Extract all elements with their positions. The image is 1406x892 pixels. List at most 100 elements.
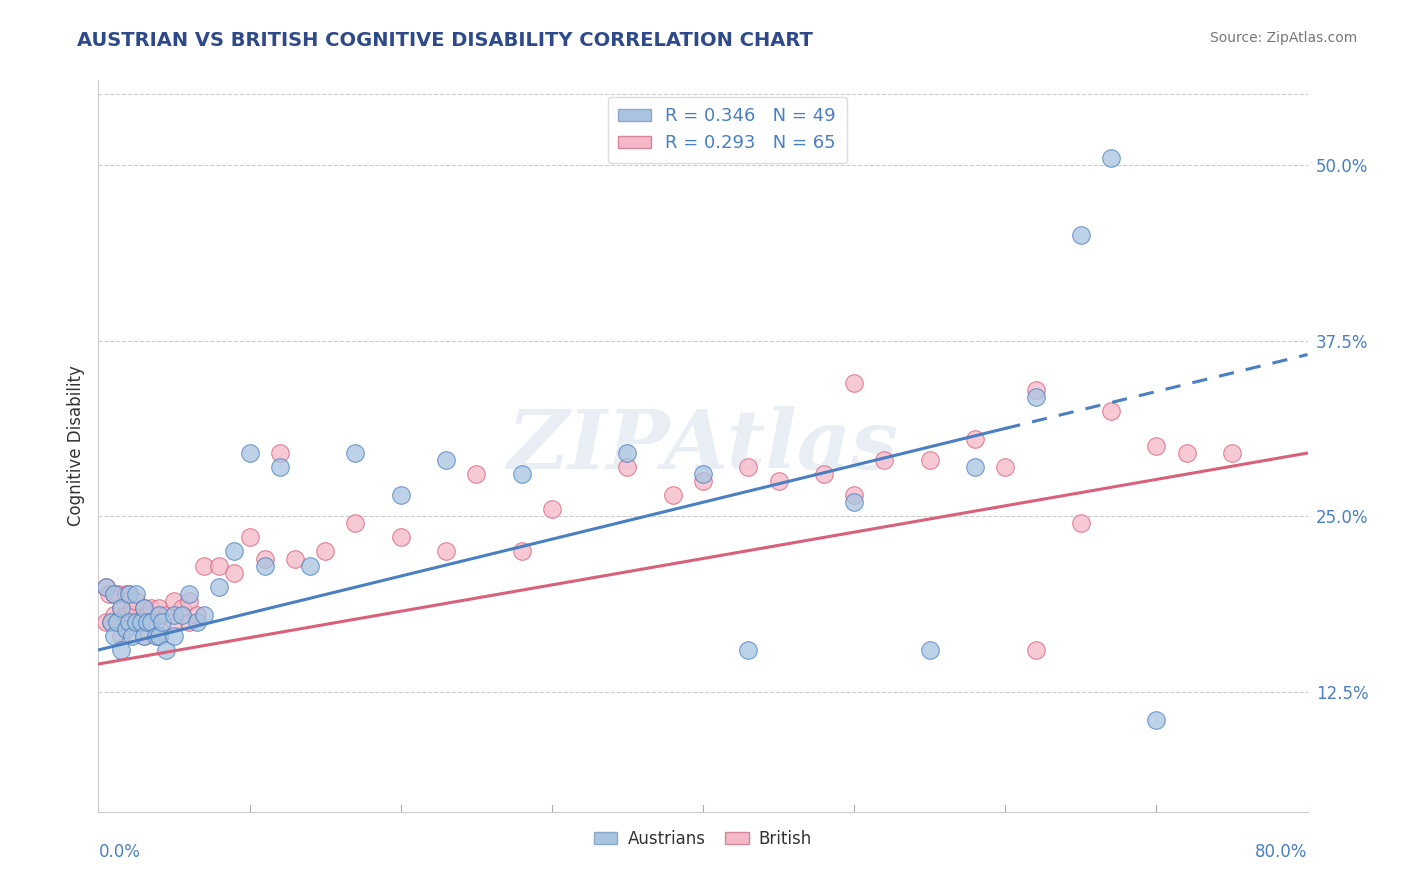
Point [150,615,173,629]
Point [155,643,177,657]
Point [239,446,262,460]
Point [616,446,638,460]
Point [148,629,170,643]
Point [344,516,367,531]
Point [510,544,533,558]
Point [125,587,148,601]
Point [141,615,163,629]
Point [135,615,157,629]
Point [114,607,136,622]
Point [105,615,128,629]
Legend: Austrians, British: Austrians, British [588,823,818,855]
Point [510,467,533,482]
Point [110,600,132,615]
Point [148,629,170,643]
Text: 80.0%: 80.0% [1256,843,1308,861]
Point [299,558,322,573]
Point [135,607,157,622]
Point [118,615,141,629]
Point [844,376,866,390]
Point [114,587,136,601]
Point [129,615,152,629]
Point [98,587,121,601]
Point [110,600,132,615]
Point [253,551,276,566]
Text: 0.0%: 0.0% [98,843,141,861]
Point [918,643,941,657]
Point [813,467,835,482]
Point [224,566,246,580]
Point [148,600,170,615]
Point [163,629,186,643]
Point [148,607,170,622]
Point [616,460,638,475]
Point [129,615,152,629]
Point [107,587,129,601]
Point [179,615,201,629]
Point [125,615,148,629]
Point [179,593,201,607]
Point [1099,404,1122,418]
Point [121,600,143,615]
Text: Source: ZipAtlas.com: Source: ZipAtlas.com [1209,31,1357,45]
Point [118,587,141,601]
Point [163,607,186,622]
Point [994,460,1017,475]
Point [692,474,714,488]
Point [103,587,125,601]
Point [179,587,201,601]
Point [94,580,117,594]
Point [193,607,215,622]
Point [434,544,457,558]
Point [125,615,148,629]
Point [540,502,562,516]
Point [121,629,143,643]
Point [114,622,136,636]
Point [141,600,163,615]
Point [661,488,683,502]
Point [145,615,167,629]
Point [103,629,125,643]
Point [100,615,122,629]
Point [239,530,262,544]
Point [155,607,177,622]
Point [692,467,714,482]
Point [1144,439,1167,453]
Point [103,587,125,601]
Point [768,474,790,488]
Point [965,460,987,475]
Point [918,453,941,467]
Text: AUSTRIAN VS BRITISH COGNITIVE DISABILITY CORRELATION CHART: AUSTRIAN VS BRITISH COGNITIVE DISABILITY… [77,31,813,50]
Point [434,453,457,467]
Point [284,551,307,566]
Point [314,544,336,558]
Point [132,629,155,643]
Point [170,607,193,622]
Point [163,593,186,607]
Point [125,593,148,607]
Y-axis label: Cognitive Disability: Cognitive Disability [66,366,84,526]
Point [389,530,412,544]
Point [1220,446,1243,460]
Point [118,587,141,601]
Text: ZIPAtlas: ZIPAtlas [508,406,898,486]
Point [100,615,122,629]
Point [253,558,276,573]
Point [208,558,231,573]
Point [1070,227,1092,242]
Point [1099,151,1122,165]
Point [1024,383,1046,397]
Point [208,580,231,594]
Point [1070,516,1092,531]
Point [1024,643,1046,657]
Point [269,446,291,460]
Point [170,600,193,615]
Point [269,460,291,475]
Point [844,495,866,509]
Point [465,467,488,482]
Point [1175,446,1198,460]
Point [224,544,246,558]
Point [1024,390,1046,404]
Point [103,607,125,622]
Point [186,607,208,622]
